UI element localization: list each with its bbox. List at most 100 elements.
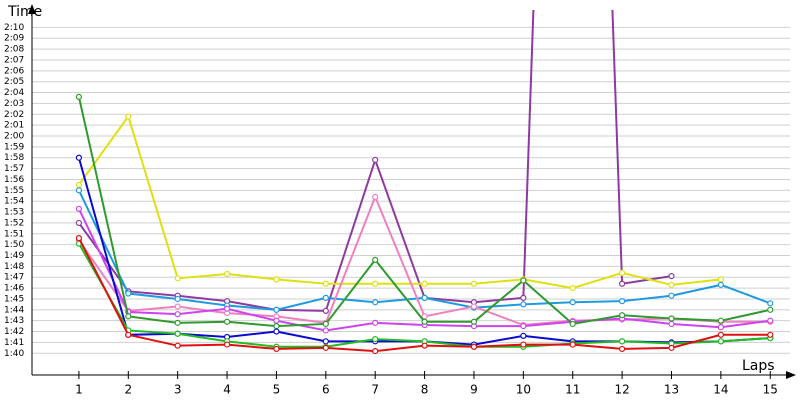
x-tick-label: 5: [273, 383, 281, 397]
y-tick-label: 2:07: [4, 55, 24, 65]
point-marker: [174, 275, 181, 282]
point-marker: [569, 284, 576, 292]
point-marker: [767, 331, 774, 338]
point-marker: [421, 342, 428, 349]
y-tick-label: 2:02: [4, 110, 24, 120]
y-tick-label: 1:44: [4, 305, 24, 315]
x-tick-label: 8: [421, 383, 429, 397]
point-marker: [372, 256, 379, 263]
point-marker: [273, 328, 280, 335]
point-marker: [223, 341, 231, 348]
point-marker: [470, 318, 478, 325]
point-marker: [717, 281, 724, 288]
point-marker: [174, 303, 181, 310]
point-marker: [717, 324, 724, 331]
y-axis-title: Time: [7, 4, 42, 20]
point-marker: [569, 299, 576, 306]
x-tick-label: 2: [124, 383, 132, 397]
point-marker: [174, 330, 181, 337]
point-marker: [619, 312, 626, 319]
point-marker: [569, 320, 576, 328]
y-tick-label: 1:51: [4, 229, 24, 239]
point-marker: [619, 280, 626, 287]
x-tick-label: 9: [470, 383, 478, 397]
point-marker: [273, 306, 280, 313]
point-marker: [619, 345, 626, 353]
x-tick-label: 13: [664, 383, 679, 397]
point-marker: [174, 295, 181, 303]
point-marker: [75, 154, 83, 161]
x-axis-arrow: [786, 371, 796, 379]
point-marker: [767, 317, 774, 324]
point-marker: [520, 323, 527, 330]
point-marker: [75, 93, 83, 101]
y-tick-label: 2:10: [4, 23, 24, 33]
series-line: [78, 194, 771, 327]
point-marker: [75, 187, 83, 194]
point-marker: [125, 331, 132, 338]
point-marker: [322, 344, 329, 351]
x-tick-label: 6: [322, 383, 330, 397]
y-tick-label: 2:08: [4, 45, 24, 55]
y-axis-arrow: [28, 4, 36, 14]
point-marker: [273, 345, 280, 353]
y-tick-label: 1:59: [4, 142, 24, 152]
point-marker: [273, 317, 280, 324]
x-tick-label: 1: [75, 383, 83, 397]
point-marker: [125, 313, 132, 320]
y-tick-label: 1:42: [4, 327, 24, 337]
point-marker: [322, 307, 329, 315]
point-marker: [372, 319, 379, 326]
point-marker: [668, 292, 675, 299]
point-marker: [717, 338, 724, 345]
point-marker: [125, 290, 132, 297]
point-marker: [421, 294, 428, 301]
y-tick-label: 1:53: [4, 208, 24, 218]
x-tick-label: 4: [223, 383, 231, 397]
point-marker: [75, 235, 83, 242]
point-marker: [520, 341, 527, 348]
y-tick-label: 1:40: [4, 349, 24, 359]
point-marker: [372, 156, 379, 164]
point-marker: [322, 338, 329, 345]
point-marker: [372, 193, 379, 200]
point-marker: [372, 280, 379, 287]
y-tick-label: 1:45: [4, 294, 24, 304]
y-tick-label: 1:43: [4, 316, 24, 326]
x-tick-label: 11: [565, 383, 580, 397]
y-tick-label: 2:03: [4, 99, 24, 109]
point-marker: [273, 323, 280, 330]
series-line: [78, 10, 672, 312]
x-axis-title: Laps: [742, 358, 775, 374]
point-marker: [372, 299, 379, 306]
series-line: [78, 189, 771, 311]
point-marker: [767, 306, 774, 313]
point-marker: [767, 300, 774, 307]
point-marker: [668, 344, 675, 351]
point-marker: [668, 315, 675, 322]
point-marker: [717, 317, 724, 324]
point-marker: [322, 320, 329, 328]
point-marker: [717, 276, 724, 283]
series-line: [77, 96, 771, 328]
y-tick-label: 2:06: [4, 66, 24, 76]
point-marker: [668, 320, 675, 328]
point-marker: [75, 205, 83, 212]
point-marker: [223, 318, 231, 325]
series-line: [78, 208, 771, 332]
y-tick-label: 2:09: [4, 34, 24, 44]
point-marker: [372, 336, 379, 343]
y-tick-label: 1:58: [4, 153, 24, 163]
point-marker: [372, 348, 379, 355]
y-tick-label: 1:55: [4, 186, 24, 196]
y-tick-label: 1:49: [4, 251, 24, 261]
point-marker: [520, 332, 527, 339]
x-tick-label: 3: [174, 383, 182, 397]
point-marker: [470, 280, 478, 287]
point-marker: [174, 342, 181, 349]
point-marker: [668, 281, 675, 288]
y-tick-label: 1:46: [4, 284, 24, 294]
y-tick-label: 1:48: [4, 262, 24, 272]
point-marker: [619, 338, 626, 345]
